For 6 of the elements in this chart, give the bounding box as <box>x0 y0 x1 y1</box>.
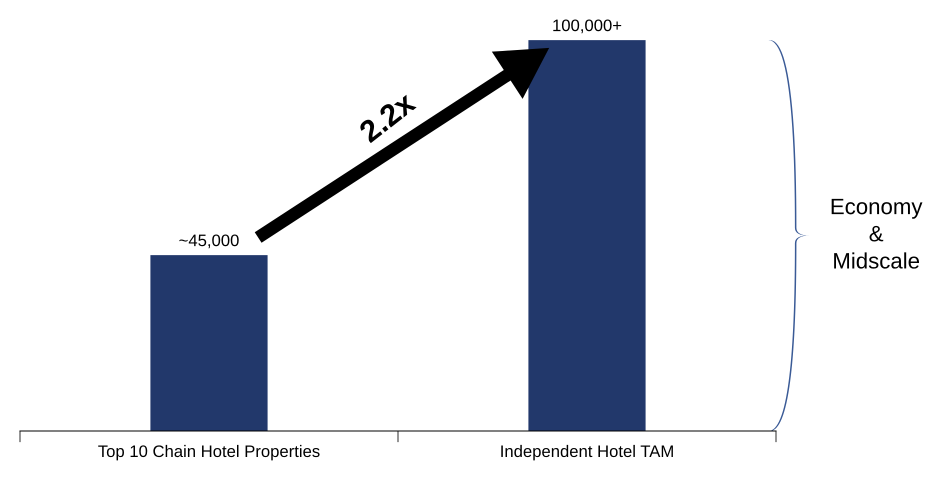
annotation: 2.2x <box>358 90 417 144</box>
x-tick-label: Independent Hotel TAM <box>501 444 673 460</box>
x-tick-label: Top 10 Chain Hotel Properties <box>98 444 320 460</box>
data-label: ~45,000 <box>179 234 239 248</box>
text: Economy & Midscale <box>832 198 922 269</box>
data-label: 100,000+ <box>553 19 622 34</box>
